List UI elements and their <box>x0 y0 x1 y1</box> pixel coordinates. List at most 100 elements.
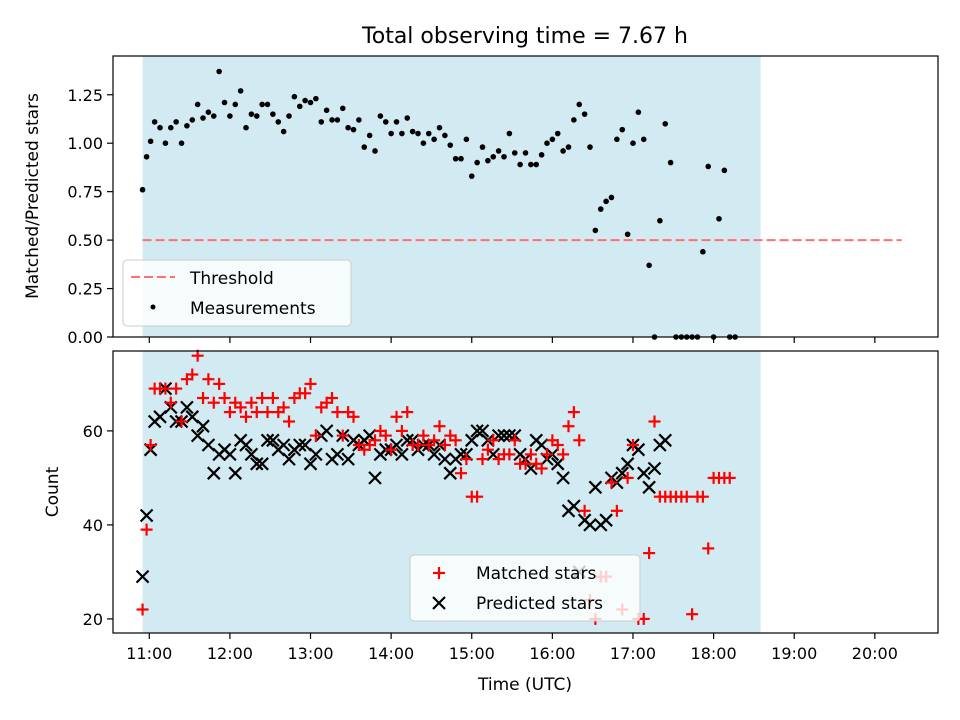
measurement-point <box>173 119 179 125</box>
measurement-point <box>366 132 373 139</box>
matched-point <box>277 401 290 414</box>
predicted-point <box>298 438 312 452</box>
matched-point <box>240 410 253 423</box>
measurement-point <box>323 107 330 114</box>
measurement-point <box>485 157 491 164</box>
predicted-point <box>276 438 291 452</box>
predicted-point <box>438 452 452 466</box>
predicted-point <box>556 471 570 485</box>
chart-title: Total observing time = 7.67 h <box>361 24 688 49</box>
measurement-point <box>147 138 154 145</box>
predicted-point <box>599 513 613 527</box>
predicted-point <box>588 480 603 495</box>
measurement-point <box>544 140 550 147</box>
matched-point <box>487 434 500 447</box>
matched-point <box>438 439 451 451</box>
predicted-point <box>201 438 216 452</box>
matched-point <box>234 401 247 414</box>
predicted-point <box>303 457 318 471</box>
measurement-point <box>581 111 588 117</box>
matched-point <box>428 434 441 447</box>
matched-point <box>503 448 516 461</box>
measurement-point <box>361 144 368 150</box>
matched-point <box>385 443 398 456</box>
predicted-point <box>239 438 253 452</box>
measurement-point <box>409 128 416 135</box>
measurement-point <box>243 124 249 131</box>
count-y-axis: 20 40 60 <box>83 422 113 629</box>
matched-point <box>449 434 462 447</box>
matched-point <box>524 448 537 461</box>
y-tick-label: 20 <box>83 610 103 629</box>
predicted-point <box>395 447 409 462</box>
matched-point <box>245 396 258 409</box>
matched-point <box>433 420 446 433</box>
y-tick-label: 0.50 <box>67 231 103 250</box>
legend-threshold-label: Threshold <box>189 269 274 289</box>
x-tick-label: 13:00 <box>287 644 333 663</box>
measurement-point <box>452 155 459 162</box>
measurement-point <box>619 126 626 133</box>
predicted-point <box>368 471 382 485</box>
measurement-point <box>372 148 378 154</box>
measurement-point <box>447 142 454 148</box>
measurement-point <box>167 124 174 131</box>
matched-point <box>567 406 580 419</box>
measurement-point <box>597 206 604 212</box>
y-tick-label: 0.25 <box>67 280 103 299</box>
predicted-point <box>266 433 280 448</box>
measurement-point <box>334 117 341 123</box>
predicted-point <box>636 466 651 480</box>
measurement-point <box>662 121 669 127</box>
matched-point <box>164 396 177 409</box>
measurement-point <box>345 124 351 131</box>
predicted-point <box>206 466 221 480</box>
measurement-point <box>490 153 497 160</box>
count-y-axis-label: Count <box>43 466 63 517</box>
measurement-point <box>291 93 298 100</box>
measurement-point <box>624 231 631 238</box>
matched-point <box>223 406 236 419</box>
x-tick-label: 18:00 <box>691 644 737 663</box>
measurement-point <box>533 161 540 168</box>
measurement-point <box>210 113 217 119</box>
y-tick-label: 1.25 <box>67 86 103 105</box>
matched-point <box>369 434 382 447</box>
x-tick-label: 14:00 <box>368 644 414 663</box>
matched-point <box>643 547 656 560</box>
x-tick-label: 12:00 <box>207 644 253 663</box>
measurement-point <box>501 153 507 160</box>
measurement-point <box>528 161 534 168</box>
legend-bottom-box <box>409 554 641 622</box>
measurement-point <box>232 101 239 108</box>
measurement-point <box>275 119 282 125</box>
measurement-point <box>603 198 609 205</box>
ratio-x-ticks <box>148 337 876 343</box>
measurement-point <box>554 130 561 137</box>
ratio-marks <box>139 68 902 340</box>
measurement-point <box>630 140 636 147</box>
matched-point <box>218 392 231 404</box>
matched-point <box>412 439 425 451</box>
predicted-point <box>443 466 458 480</box>
matched-point <box>471 490 484 503</box>
measurement-point <box>302 97 308 104</box>
measurement-point <box>657 217 663 224</box>
matched-point <box>481 443 494 456</box>
matched-point <box>186 368 199 381</box>
measurement-point <box>388 130 394 137</box>
predicted-point <box>470 424 484 438</box>
measurement-point <box>640 136 647 143</box>
matched-point <box>476 453 489 466</box>
matched-point <box>170 382 183 395</box>
predicted-point <box>341 452 355 466</box>
legend-top: Threshold Measurements <box>122 259 352 327</box>
predicted-point <box>550 457 565 471</box>
ratio-y-axis-label: Matched/Predicted stars <box>23 93 43 299</box>
matched-point <box>460 453 473 466</box>
measurement-point <box>393 119 400 125</box>
matched-point <box>648 415 661 428</box>
predicted-point <box>647 461 662 476</box>
predicted-point <box>567 499 581 513</box>
matched-point <box>175 415 188 428</box>
